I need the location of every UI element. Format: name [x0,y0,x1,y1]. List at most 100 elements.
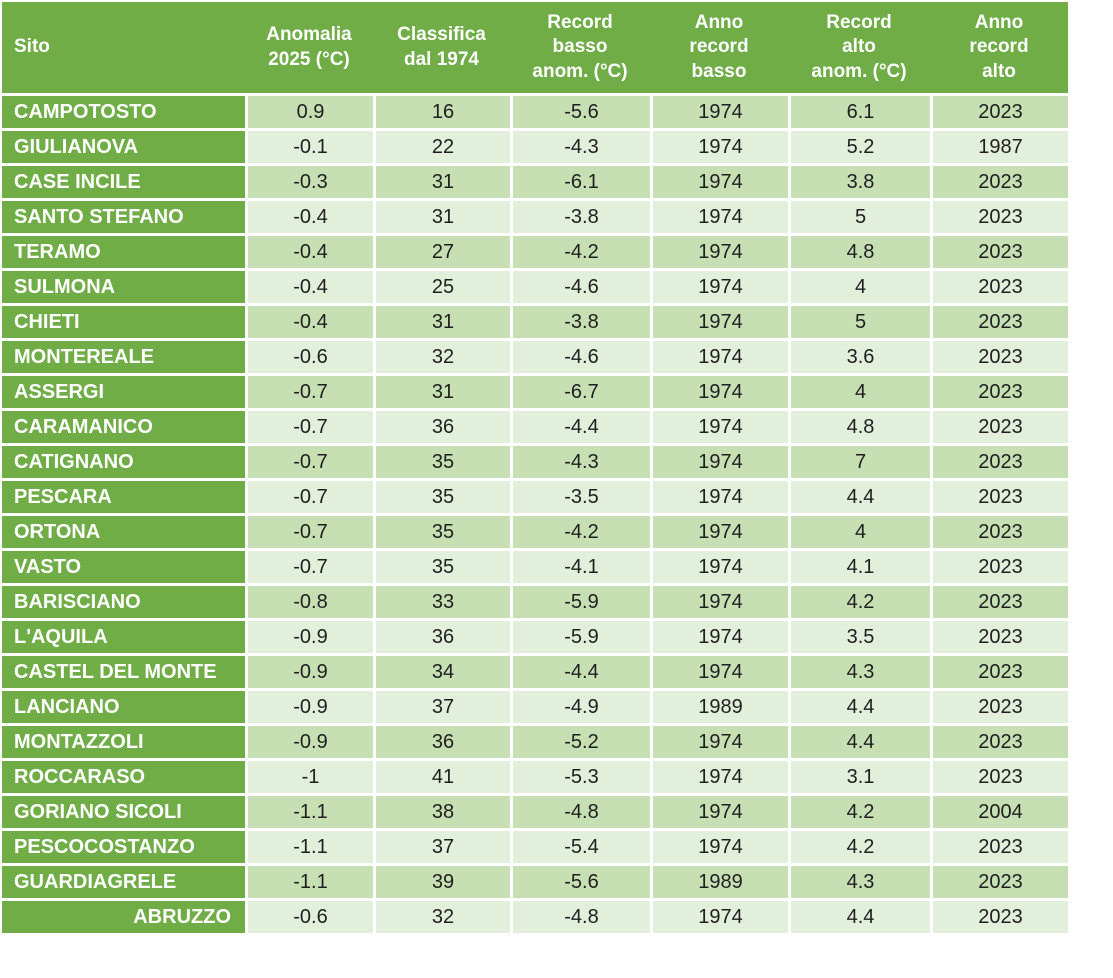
value-cell-record_alto: 3.8 [788,163,930,198]
column-header-sito: Sito [2,2,245,93]
value-cell-classifica: 16 [373,93,510,128]
site-cell: BARISCIANO [2,583,245,618]
value-cell-anno_record_basso: 1974 [650,653,788,688]
value-cell-record_basso: -4.2 [510,513,650,548]
value-cell-anno_record_basso: 1974 [650,93,788,128]
value-cell-classifica: 37 [373,688,510,723]
table-row: VASTO -0.7 35 -4.1 1974 4.1 2023 [2,548,1068,583]
value-cell-anno_record_basso: 1974 [650,443,788,478]
value-cell-record_alto: 7 [788,443,930,478]
value-cell-anomalia_2025: -0.7 [245,478,373,513]
value-cell-record_basso: -4.2 [510,233,650,268]
column-header-record-basso-anom: Record basso anom. (°C) [510,2,650,93]
site-cell: GUARDIAGRELE [2,863,245,898]
value-cell-anno_record_basso: 1974 [650,198,788,233]
value-cell-record_basso: -4.8 [510,898,650,933]
value-cell-anno_record_alto: 2023 [930,338,1068,373]
value-cell-anno_record_alto: 2004 [930,793,1068,828]
value-cell-anno_record_basso: 1974 [650,268,788,303]
table-body: CAMPOTOSTO 0.9 16 -5.6 1974 6.1 2023 GIULIANOVA… [2,93,1068,933]
site-cell: CASTEL DEL MONTE [2,653,245,688]
value-cell-record_alto: 4.4 [788,478,930,513]
value-cell-anno_record_alto: 2023 [930,268,1068,303]
site-cell: MONTEREALE [2,338,245,373]
value-cell-anomalia_2025: -0.1 [245,128,373,163]
value-cell-anno_record_basso: 1974 [650,373,788,408]
value-cell-record_basso: -4.1 [510,548,650,583]
site-cell: L'AQUILA [2,618,245,653]
value-cell-record_alto: 4.4 [788,688,930,723]
value-cell-classifica: 31 [373,198,510,233]
table-row-summary: ABRUZZO -0.6 32 -4.8 1974 4.4 2023 [2,898,1068,933]
value-cell-anno_record_basso: 1974 [650,233,788,268]
value-cell-anno_record_basso: 1974 [650,548,788,583]
value-cell-anno_record_basso: 1974 [650,478,788,513]
value-cell-anomalia_2025: -1.1 [245,793,373,828]
value-cell-record_alto: 4.2 [788,583,930,618]
value-cell-classifica: 25 [373,268,510,303]
value-cell-anno_record_basso: 1974 [650,128,788,163]
value-cell-anno_record_alto: 2023 [930,548,1068,583]
column-header-classifica-dal-1974: Classifica dal 1974 [373,2,510,93]
value-cell-record_alto: 4 [788,268,930,303]
value-cell-anomalia_2025: -0.6 [245,898,373,933]
value-cell-record_basso: -5.6 [510,93,650,128]
column-header-anno-record-basso: Anno record basso [650,2,788,93]
site-cell: PESCARA [2,478,245,513]
site-cell: CHIETI [2,303,245,338]
value-cell-record_basso: -5.6 [510,863,650,898]
value-cell-anno_record_alto: 2023 [930,653,1068,688]
table-row: SANTO STEFANO -0.4 31 -3.8 1974 5 2023 [2,198,1068,233]
value-cell-classifica: 32 [373,898,510,933]
value-cell-anno_record_alto: 2023 [930,513,1068,548]
value-cell-anno_record_alto: 2023 [930,828,1068,863]
site-cell: LANCIANO [2,688,245,723]
value-cell-anno_record_basso: 1974 [650,828,788,863]
value-cell-anomalia_2025: -0.9 [245,618,373,653]
value-cell-record_alto: 5 [788,198,930,233]
value-cell-anomalia_2025: -0.7 [245,443,373,478]
value-cell-record_basso: -4.3 [510,128,650,163]
value-cell-anno_record_basso: 1974 [650,618,788,653]
value-cell-record_basso: -6.1 [510,163,650,198]
value-cell-anno_record_alto: 2023 [930,373,1068,408]
value-cell-record_alto: 4.3 [788,863,930,898]
value-cell-anomalia_2025: -1.1 [245,828,373,863]
table-row: GORIANO SICOLI -1.1 38 -4.8 1974 4.2 2004 [2,793,1068,828]
value-cell-record_basso: -4.9 [510,688,650,723]
value-cell-anno_record_basso: 1974 [650,303,788,338]
table-row: GUARDIAGRELE -1.1 39 -5.6 1989 4.3 2023 [2,863,1068,898]
value-cell-anno_record_alto: 2023 [930,163,1068,198]
table-row: CASE INCILE -0.3 31 -6.1 1974 3.8 2023 [2,163,1068,198]
column-header-anomalia-2025: Anomalia 2025 (°C) [245,2,373,93]
value-cell-record_basso: -3.8 [510,198,650,233]
value-cell-anno_record_alto: 2023 [930,93,1068,128]
value-cell-record_alto: 4 [788,373,930,408]
value-cell-anno_record_basso: 1974 [650,898,788,933]
table-row: CASTEL DEL MONTE -0.9 34 -4.4 1974 4.3 2023 [2,653,1068,688]
value-cell-record_basso: -4.6 [510,268,650,303]
site-cell: SANTO STEFANO [2,198,245,233]
table-row: ORTONA -0.7 35 -4.2 1974 4 2023 [2,513,1068,548]
value-cell-anomalia_2025: -0.9 [245,653,373,688]
value-cell-classifica: 22 [373,128,510,163]
column-header-anno-record-alto: Anno record alto [930,2,1068,93]
value-cell-anomalia_2025: -0.7 [245,548,373,583]
value-cell-record_alto: 4.4 [788,898,930,933]
value-cell-classifica: 36 [373,408,510,443]
value-cell-anno_record_basso: 1974 [650,408,788,443]
value-cell-anomalia_2025: -0.8 [245,583,373,618]
site-cell: ORTONA [2,513,245,548]
value-cell-classifica: 37 [373,828,510,863]
value-cell-anno_record_alto: 2023 [930,303,1068,338]
value-cell-record_alto: 6.1 [788,93,930,128]
value-cell-record_alto: 4.2 [788,828,930,863]
site-cell: CARAMANICO [2,408,245,443]
site-cell: VASTO [2,548,245,583]
table-row: CATIGNANO -0.7 35 -4.3 1974 7 2023 [2,443,1068,478]
value-cell-classifica: 31 [373,303,510,338]
value-cell-anomalia_2025: -0.9 [245,688,373,723]
value-cell-anno_record_alto: 2023 [930,583,1068,618]
table-row: GIULIANOVA -0.1 22 -4.3 1974 5.2 1987 [2,128,1068,163]
value-cell-record_alto: 4.3 [788,653,930,688]
